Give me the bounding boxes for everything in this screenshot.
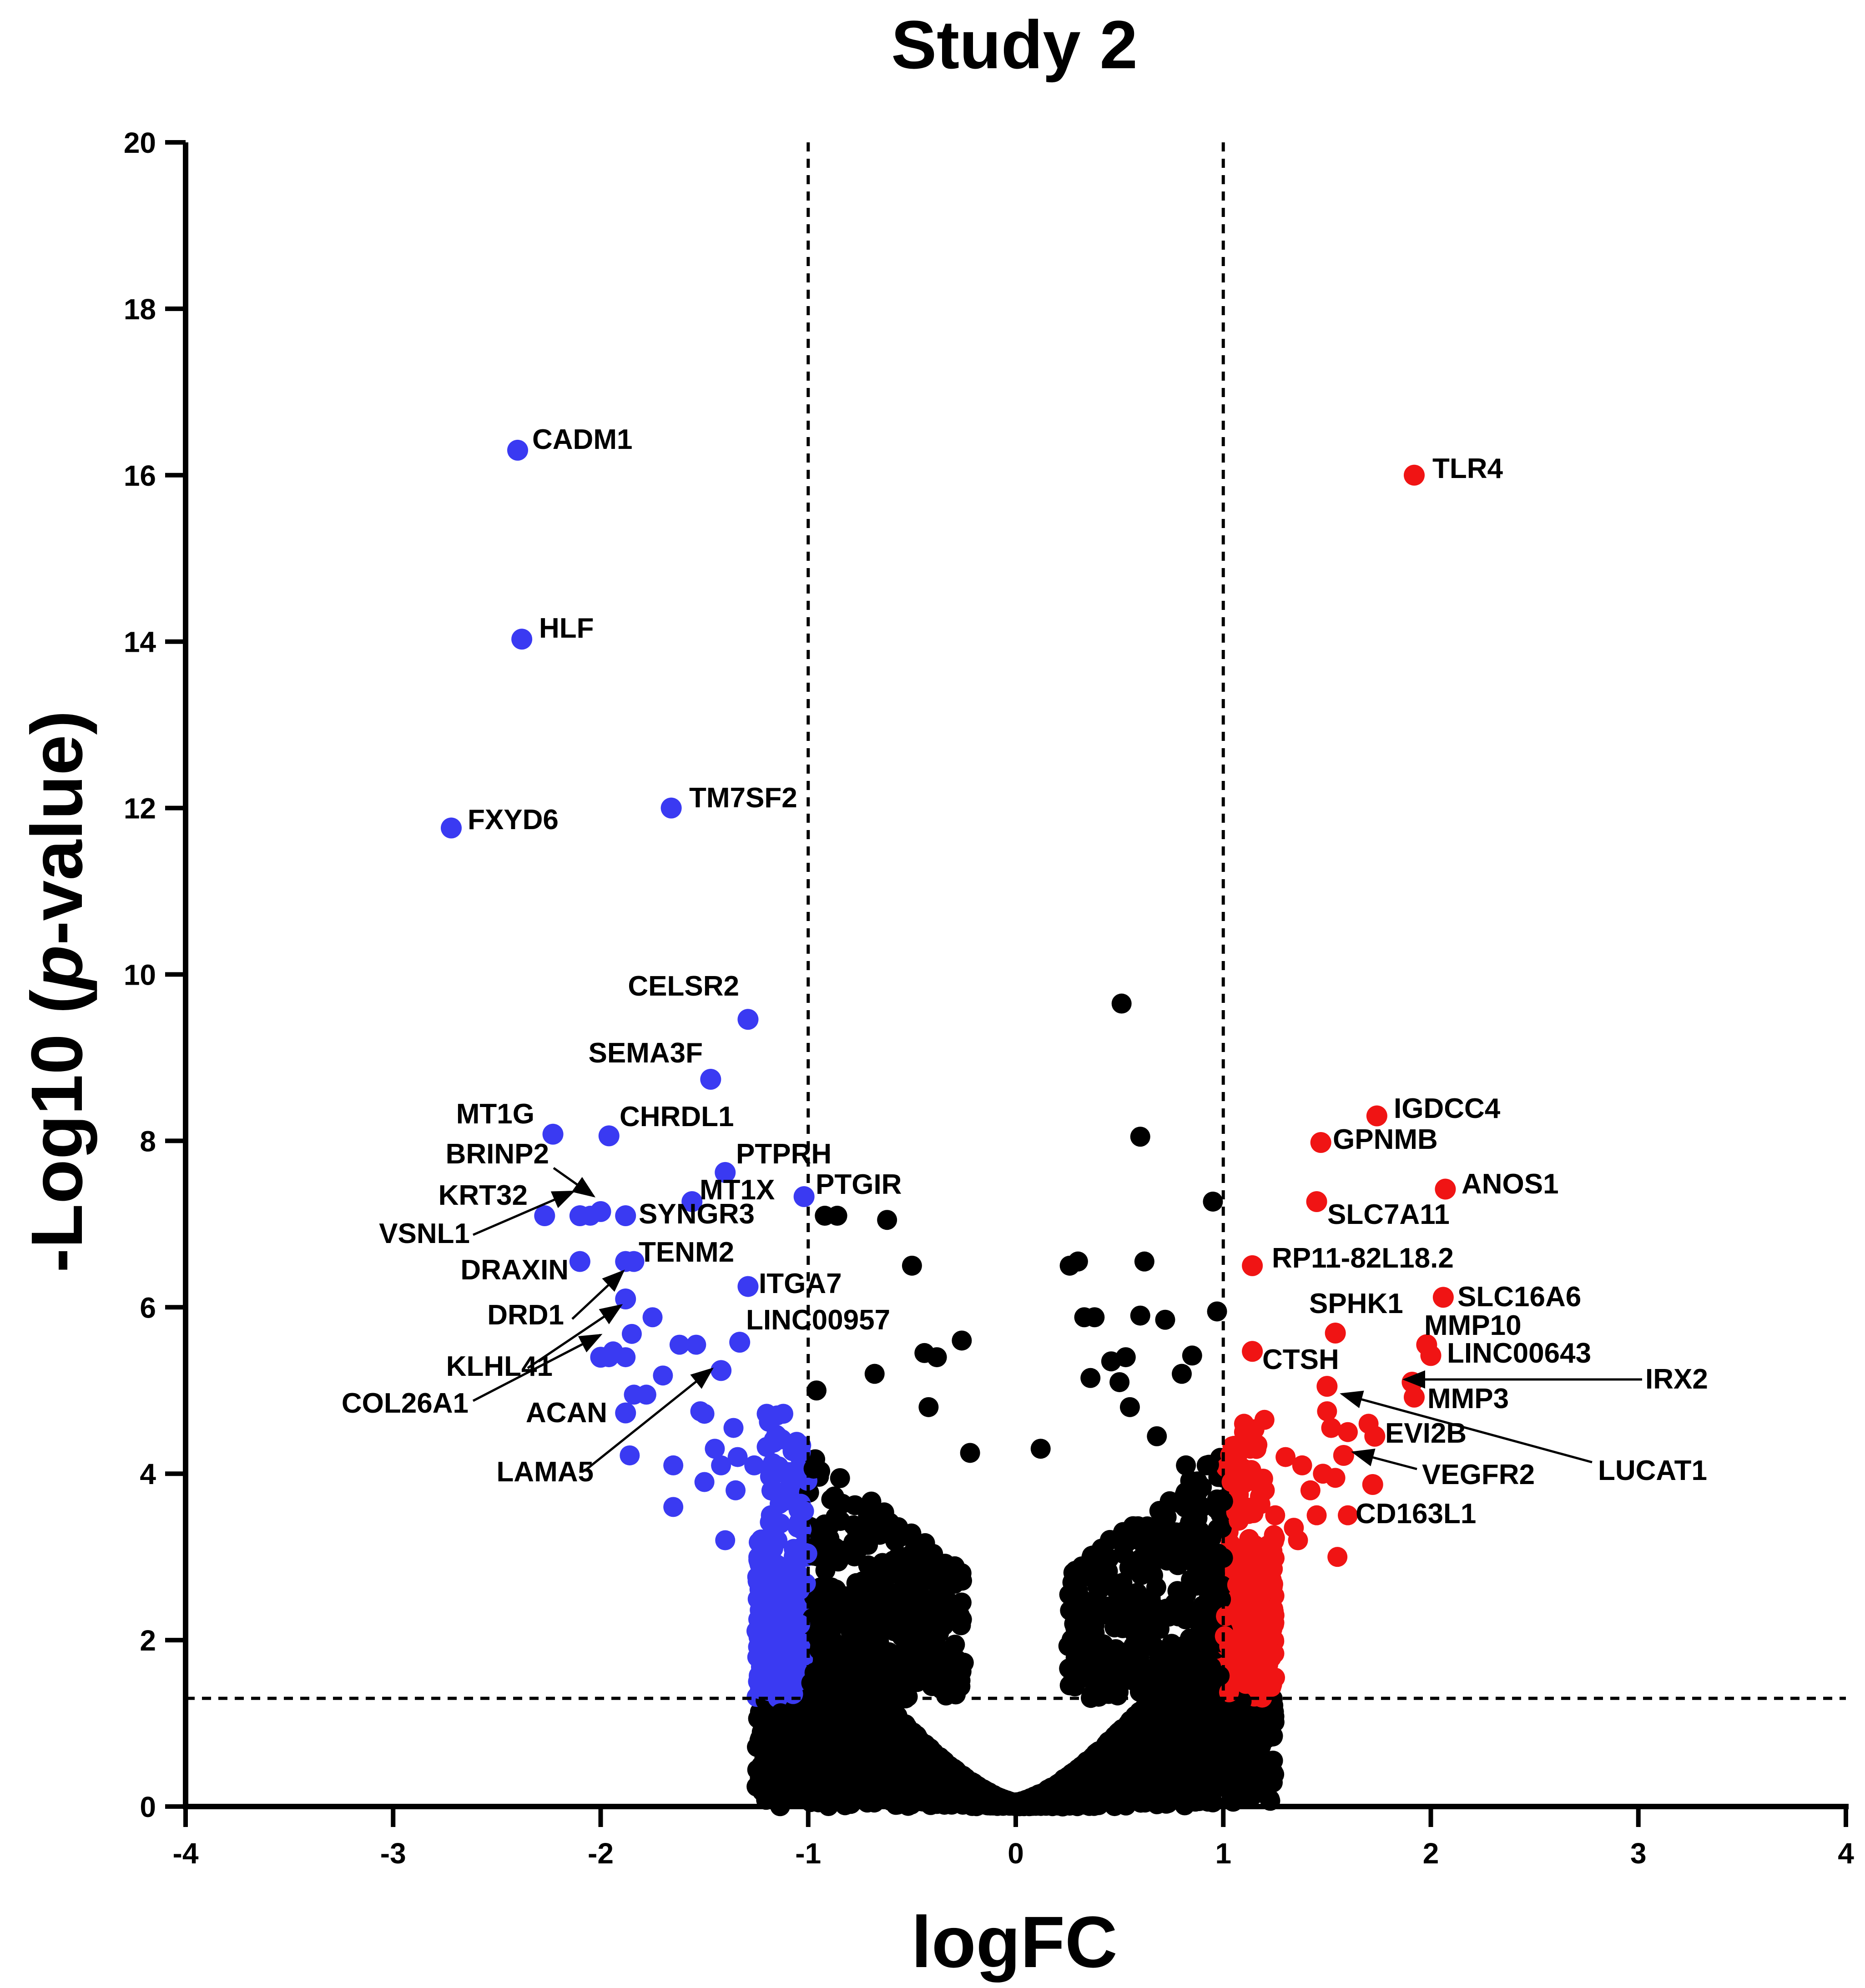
background-gene-point: [1243, 1777, 1263, 1798]
background-gene-point: [1263, 1751, 1283, 1771]
background-gene-point: [748, 1708, 768, 1729]
background-gene-point: [1239, 1756, 1259, 1776]
background-gene-point: [1158, 1758, 1178, 1778]
background-gene-point: [1263, 1772, 1283, 1793]
background-gene-point: [835, 1776, 856, 1796]
background-gene-point: [791, 1725, 812, 1746]
background-gene-point: [750, 1768, 770, 1788]
background-gene-point: [806, 1722, 827, 1742]
background-gene-cloud: [746, 1409, 1285, 1817]
background-gene-point: [907, 1726, 927, 1746]
chart-title: Study 2: [891, 6, 1138, 83]
background-gene-point: [763, 1741, 783, 1761]
background-gene-point: [1227, 1708, 1247, 1728]
background-gene-point: [800, 1758, 821, 1778]
